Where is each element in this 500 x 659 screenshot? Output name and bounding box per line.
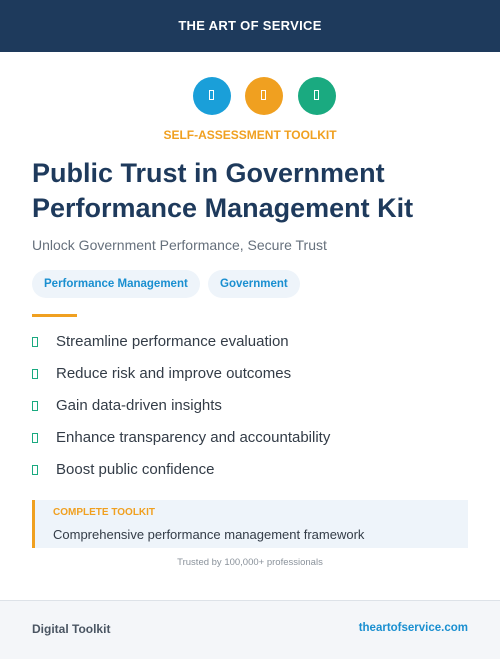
feature-text: Streamline performance evaluation	[56, 333, 289, 350]
divider	[32, 314, 77, 317]
icon-circle	[193, 77, 231, 115]
check-icon	[32, 337, 38, 347]
callout-text: Comprehensive performance management fra…	[53, 527, 365, 542]
feature-text: Gain data-driven insights	[56, 397, 222, 414]
feature-text: Boost public confidence	[56, 461, 215, 478]
footer: Digital Toolkit theartofservice.com	[0, 600, 500, 659]
tag: Performance Management	[32, 270, 200, 298]
feature: Gain data-driven insights	[32, 397, 222, 414]
check-icon	[32, 401, 38, 411]
subtitle: Unlock Government Performance, Secure Tr…	[32, 237, 327, 253]
title: Performance Management Kit	[32, 193, 414, 223]
check-icon	[32, 465, 38, 475]
trust-note: Trusted by 100,000+ professionals	[177, 557, 323, 568]
callout: COMPLETE TOOLKIT Comprehensive performan…	[32, 500, 468, 548]
tag: Government	[208, 270, 300, 298]
check-icon	[32, 369, 38, 379]
feature-text: Reduce risk and improve outcomes	[56, 365, 292, 382]
footer-left: Digital Toolkit	[32, 622, 111, 636]
header: THE ART OF SERVICE	[0, 0, 500, 52]
feature: Boost public confidence	[32, 461, 214, 478]
feature: Reduce risk and improve outcomes	[32, 365, 291, 382]
badge: SELF-ASSESSMENT TOOLKIT	[163, 128, 337, 142]
icon-circle	[245, 77, 283, 115]
callout-label: COMPLETE TOOLKIT	[53, 507, 156, 518]
footer-link[interactable]: theartofservice.com	[358, 622, 468, 634]
check-icon	[32, 433, 38, 443]
icon-circle	[298, 77, 336, 115]
feature: Streamline performance evaluation	[32, 333, 289, 350]
title: Public Trust in Government	[32, 158, 385, 188]
feature-text: Enhance transparency and accountability	[56, 429, 331, 446]
feature: Enhance transparency and accountability	[32, 429, 330, 446]
